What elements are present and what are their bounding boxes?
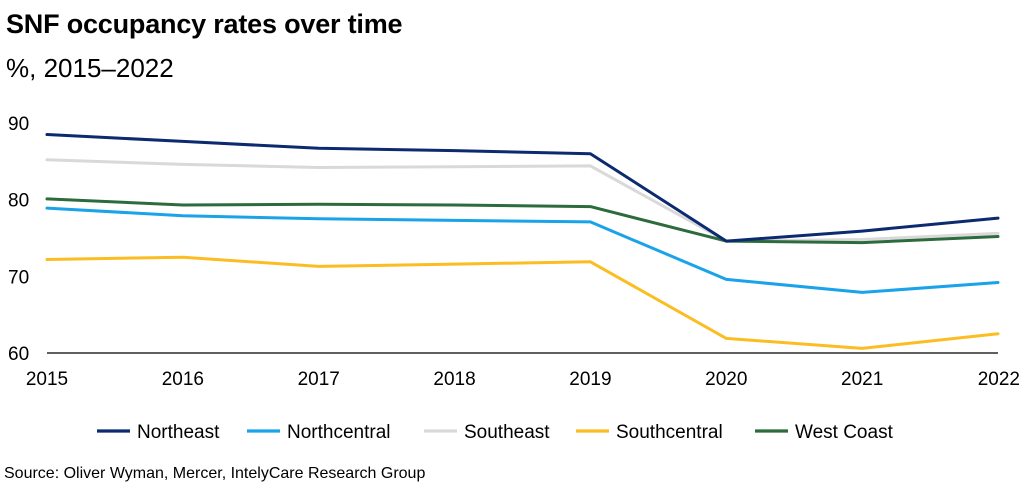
- x-tick-label-2020: 2020: [705, 369, 747, 390]
- y-tick-label-70: 70: [8, 267, 29, 288]
- x-tick-label-2018: 2018: [433, 369, 475, 390]
- series-line-southcentral: [45, 255, 1000, 350]
- y-tick-label-80: 80: [8, 191, 29, 212]
- legend-label-southcentral: Southcentral: [616, 422, 723, 443]
- legend-label-west-coast: West Coast: [795, 422, 894, 443]
- x-tick-label-2021: 2021: [841, 369, 883, 390]
- y-axis-ticks: 90 80 70 60: [8, 114, 29, 365]
- series-lines: [45, 133, 1000, 350]
- legend: Northeast Northcentral Southeast Southcentr…: [97, 422, 894, 443]
- chart-title: SNF occupancy rates over time: [6, 9, 403, 39]
- y-tick-label-90: 90: [8, 114, 29, 135]
- series-line-southeast: [45, 158, 1000, 243]
- series-line-northcentral: [45, 206, 1000, 294]
- x-tick-label-2015: 2015: [26, 369, 68, 390]
- legend-label-northeast: Northeast: [137, 422, 220, 443]
- x-tick-label-2017: 2017: [298, 369, 340, 390]
- legend-label-northcentral: Northcentral: [287, 422, 391, 443]
- series-line-northeast: [45, 133, 1000, 243]
- chart-subtitle: %, 2015–2022: [6, 53, 174, 83]
- y-tick-label-60: 60: [8, 344, 29, 365]
- x-tick-label-2016: 2016: [162, 369, 204, 390]
- series-line-west-coast: [45, 197, 1000, 245]
- x-tick-label-2022: 2022: [978, 369, 1020, 390]
- x-axis-ticks: 2015 2016 2017 2018 2019 2020 2021 2022: [26, 369, 1020, 390]
- source-note: Source: Oliver Wyman, Mercer, IntelyCare…: [4, 465, 426, 482]
- legend-label-southeast: Southeast: [464, 422, 550, 443]
- x-tick-label-2019: 2019: [569, 369, 611, 390]
